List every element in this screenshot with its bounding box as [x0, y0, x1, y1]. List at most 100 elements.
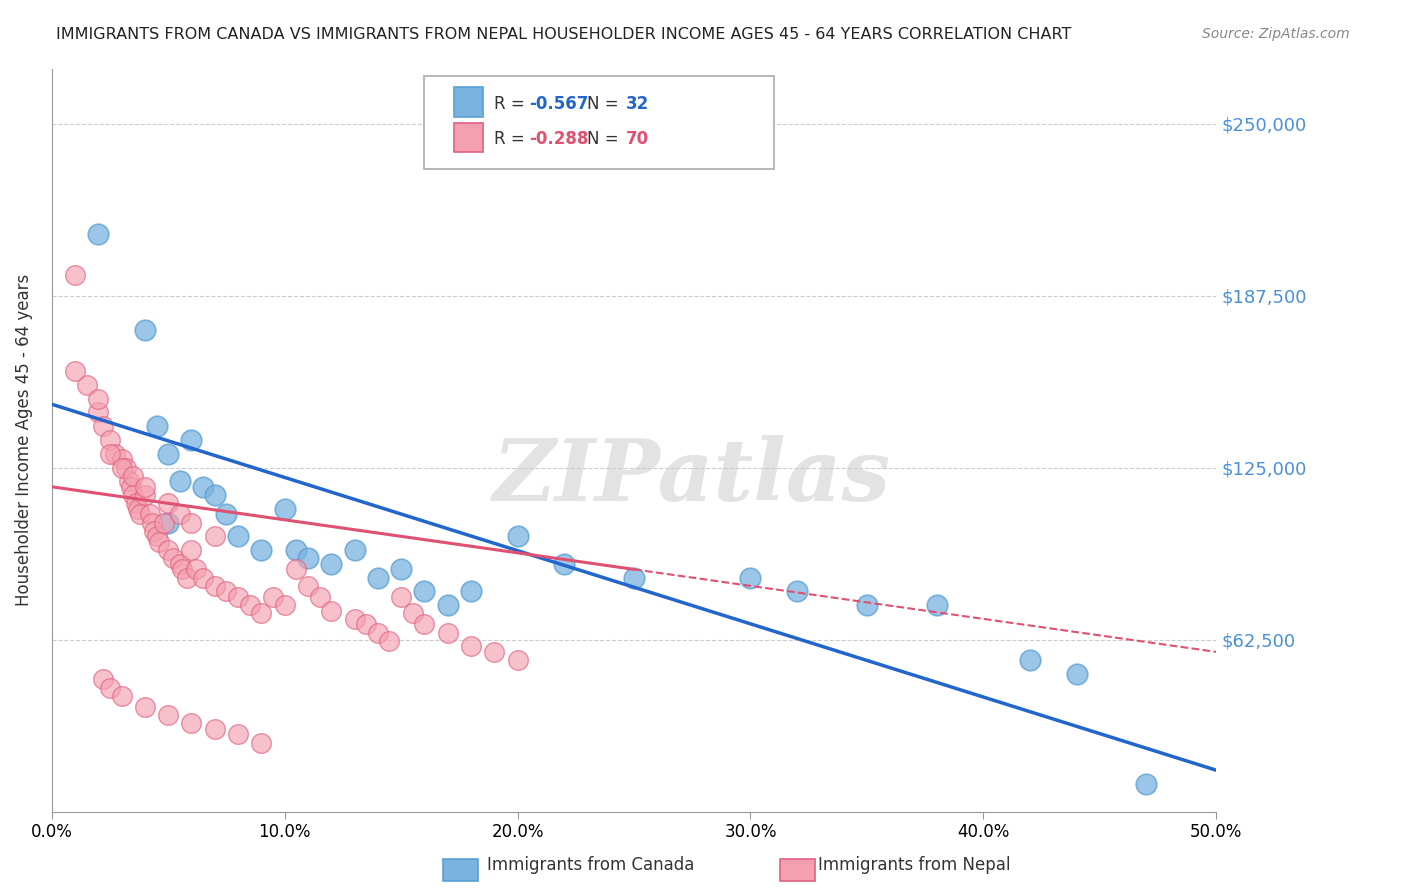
Point [367, 625, 389, 640]
Point [740, 571, 762, 585]
Point [134, 323, 156, 337]
Point [127, 501, 149, 516]
Point [111, 689, 134, 703]
Point [226, 590, 249, 604]
Point [460, 640, 482, 654]
Text: Immigrants from Canada: Immigrants from Canada [486, 855, 695, 873]
Point [273, 501, 295, 516]
Point [215, 508, 238, 522]
Point [111, 452, 134, 467]
Point [460, 584, 482, 599]
Point [343, 612, 366, 626]
Point [180, 516, 202, 530]
Point [273, 598, 295, 612]
Text: R =: R = [495, 130, 530, 148]
Text: ZIPatlas: ZIPatlas [494, 435, 891, 519]
Text: -0.288: -0.288 [529, 130, 589, 148]
Point [91, 419, 114, 434]
Point [186, 562, 208, 576]
Text: 32: 32 [626, 95, 650, 112]
Text: -0.567: -0.567 [529, 95, 589, 112]
Point [297, 579, 319, 593]
Point [87, 227, 110, 241]
Point [143, 524, 166, 538]
Point [98, 447, 121, 461]
Point [138, 508, 160, 522]
Point [63, 364, 86, 378]
Point [389, 590, 412, 604]
Point [413, 617, 436, 632]
Point [157, 516, 180, 530]
Point [285, 543, 308, 558]
Point [402, 607, 425, 621]
Point [285, 562, 308, 576]
Point [354, 617, 377, 632]
Point [115, 460, 138, 475]
Point [297, 551, 319, 566]
Text: Source: ZipAtlas.com: Source: ZipAtlas.com [1202, 27, 1350, 41]
Text: Immigrants from Nepal: Immigrants from Nepal [818, 855, 1010, 873]
Point [321, 557, 343, 571]
FancyBboxPatch shape [454, 87, 482, 117]
Point [134, 480, 156, 494]
Point [1135, 777, 1157, 791]
Point [152, 516, 174, 530]
Point [321, 604, 343, 618]
Point [553, 557, 575, 571]
Point [169, 557, 191, 571]
Point [120, 480, 142, 494]
Point [389, 562, 412, 576]
Point [157, 543, 180, 558]
Point [63, 268, 86, 282]
Point [98, 433, 121, 447]
Point [484, 645, 506, 659]
Point [215, 584, 238, 599]
Point [623, 571, 645, 585]
Point [413, 584, 436, 599]
Point [145, 529, 167, 543]
Point [87, 392, 110, 406]
Y-axis label: Householder Income Ages 45 - 64 years: Householder Income Ages 45 - 64 years [15, 274, 32, 607]
Point [87, 405, 110, 419]
Point [204, 488, 226, 502]
Point [308, 590, 330, 604]
Point [378, 633, 401, 648]
Point [250, 736, 273, 750]
Point [506, 653, 529, 667]
Point [76, 378, 98, 392]
Point [506, 529, 529, 543]
Point [148, 534, 170, 549]
Point [145, 419, 167, 434]
Point [111, 460, 134, 475]
Point [122, 468, 145, 483]
Point [239, 598, 262, 612]
Point [98, 681, 121, 695]
Point [172, 562, 194, 576]
Point [176, 571, 198, 585]
Point [250, 607, 273, 621]
Text: N =: N = [588, 95, 624, 112]
Point [1066, 667, 1088, 681]
FancyBboxPatch shape [425, 76, 773, 169]
Point [204, 579, 226, 593]
Point [124, 496, 146, 510]
Point [134, 488, 156, 502]
Text: 70: 70 [626, 130, 650, 148]
Point [157, 496, 180, 510]
Point [204, 529, 226, 543]
FancyBboxPatch shape [454, 123, 482, 153]
Point [191, 480, 214, 494]
Point [436, 625, 458, 640]
Point [343, 543, 366, 558]
Point [226, 529, 249, 543]
Point [925, 598, 948, 612]
Point [141, 516, 163, 530]
Point [129, 508, 152, 522]
Point [367, 571, 389, 585]
Point [180, 716, 202, 731]
Point [1019, 653, 1042, 667]
Point [786, 584, 808, 599]
Point [104, 447, 127, 461]
Point [436, 598, 458, 612]
Point [262, 590, 284, 604]
